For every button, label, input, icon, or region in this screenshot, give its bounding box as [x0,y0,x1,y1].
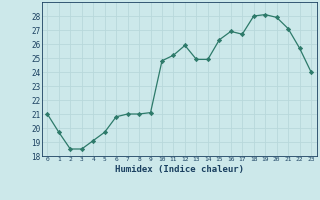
X-axis label: Humidex (Indice chaleur): Humidex (Indice chaleur) [115,165,244,174]
